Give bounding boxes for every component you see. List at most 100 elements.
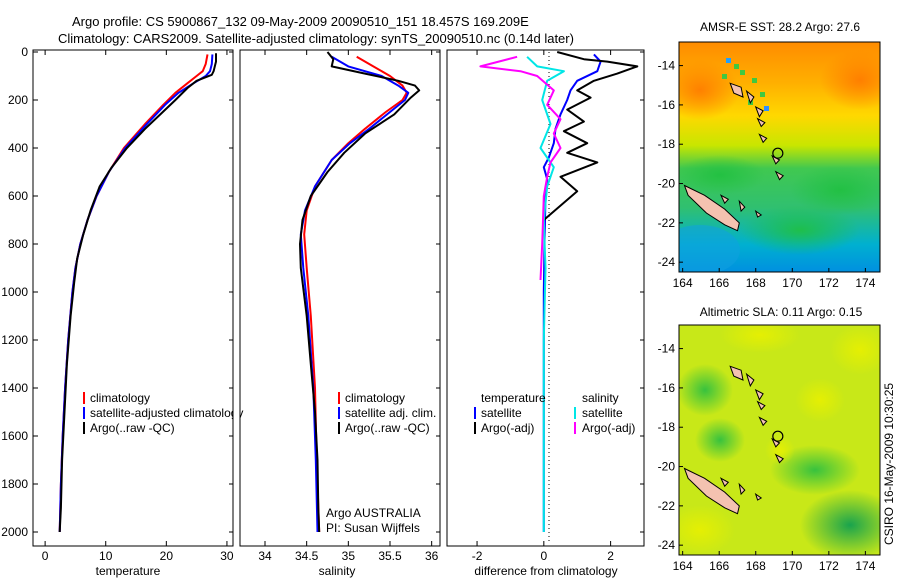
island-shape [754, 209, 763, 218]
legend-sal-head: salinity [582, 391, 619, 405]
series-line-climatology [58, 54, 209, 533]
header-line2: Climatology: CARS2009. Satellite-adjuste… [58, 31, 574, 46]
lon-tick-label: 170 [782, 276, 802, 290]
difference-legend: temperature satellite Argo(-adj) salinit… [474, 391, 635, 435]
y-tick-label: 1200 [1, 333, 28, 347]
lat-tick-label: -22 [658, 499, 676, 513]
lat-tick-label: -24 [658, 538, 676, 552]
argo-float-marker [772, 430, 784, 442]
island-shape [745, 89, 755, 105]
island-shape [758, 416, 768, 427]
x-tick-label: 36 [425, 549, 439, 563]
sla-axes: 164 166 168 170 172 174 -14 -16 -18 -20 -22 -24 [658, 342, 876, 573]
header-line1: Argo profile: CS 5900867_132 09-May-2009… [72, 14, 529, 29]
y-tick-label: 2000 [1, 525, 28, 539]
difference-xlabel: difference from climatology [474, 564, 617, 578]
legend-temp-satellite: satellite [481, 406, 522, 420]
lon-tick-label: 174 [855, 276, 875, 290]
lon-tick-label: 172 [819, 559, 839, 573]
legend-sal-satellite: satellite [582, 406, 623, 420]
x-tick-label: 0 [540, 549, 547, 563]
credit-pi: PI: Susan Wijffels [326, 521, 420, 535]
footer-stamp: CSIRO 16-May-2009 10:30:25 [882, 383, 896, 545]
lon-tick-label: 164 [673, 276, 693, 290]
island-shape [756, 400, 766, 411]
lat-tick-label: -20 [658, 177, 676, 191]
x-axes: 0 10 20 30 34 34.5 35 35.5 36 -2 0 2 [42, 50, 614, 563]
lat-tick-label: -24 [658, 255, 676, 269]
sst-map: 164 166 168 170 172 174 -14 -16 -18 -20 -22 -24 [658, 41, 881, 290]
salinity-series [299, 51, 421, 533]
x-tick-label: -2 [472, 549, 483, 563]
legend-temp-argo: Argo(-adj) [481, 421, 534, 435]
x-tick-label: 35.5 [378, 549, 402, 563]
temperature-panel [32, 49, 234, 547]
y-tick-label: 600 [8, 189, 28, 203]
y-tick-label: 800 [8, 237, 28, 251]
series-line-argo-raw-qc [299, 51, 421, 533]
legend-clip [233, 388, 240, 438]
island-shape [683, 467, 740, 515]
lat-tick-label: -14 [658, 342, 676, 356]
x-tick-label: 2 [607, 549, 614, 563]
salinity-xlabel: salinity [319, 564, 356, 578]
legend-temp-head: temperature [481, 391, 546, 405]
y-tick-label: 0 [21, 45, 28, 59]
x-tick-label: 34.5 [295, 549, 319, 563]
island-shape [774, 170, 785, 181]
x-tick-label: 10 [99, 549, 113, 563]
series-line-temperature-argo-adj [543, 51, 639, 221]
legend-sal-argo: Argo(-adj) [582, 421, 635, 435]
legend-climatology: climatology [345, 391, 405, 405]
sst-map-title: AMSR-E SST: 28.2 Argo: 27.6 [700, 20, 860, 34]
island-shape [758, 133, 768, 144]
series-line-satellite-adjusted-climatology [58, 54, 214, 533]
lon-tick-label: 168 [746, 276, 766, 290]
y-tick-label: 1000 [1, 285, 28, 299]
sla-coastlines [683, 365, 785, 515]
legend-argo: Argo(..raw -QC) [345, 421, 430, 435]
series-line-temperature-satellite [542, 53, 602, 532]
depth-axis: 0 200 400 600 800 1000 1200 1400 1600 1800 2000 [1, 45, 644, 539]
series-line-salinity-satellite [526, 56, 565, 532]
legend-climatology: climatology [90, 391, 150, 405]
legend-satellite-adjusted: satellite-adjusted climatology [90, 406, 243, 420]
series-line-climatology [303, 55, 408, 533]
island-shape [754, 492, 763, 501]
x-tick-label: 30 [220, 549, 234, 563]
island-shape [683, 184, 740, 232]
sst-coastlines [683, 82, 785, 232]
x-tick-label: 35 [342, 549, 356, 563]
x-tick-label: 34 [258, 549, 272, 563]
lon-tick-label: 168 [746, 559, 766, 573]
lon-tick-label: 164 [673, 559, 693, 573]
island-shape [738, 482, 746, 496]
lon-tick-label: 166 [709, 559, 729, 573]
lat-tick-label: -14 [658, 59, 676, 73]
island-shape [774, 453, 785, 464]
lon-tick-label: 166 [709, 276, 729, 290]
temperature-series [58, 53, 217, 533]
y-tick-label: 200 [8, 93, 28, 107]
legend-satellite-adj: satellite adj. clim. [345, 406, 436, 420]
sla-map-title: Altimetric SLA: 0.11 Argo: 0.15 [700, 305, 863, 319]
salinity-panel [239, 49, 441, 547]
x-tick-label: 0 [42, 549, 49, 563]
credit-agency: Argo AUSTRALIA [326, 506, 421, 520]
sla-map: 164 166 168 170 172 174 -14 -16 -18 -20 -22 -24 [658, 324, 881, 573]
lat-tick-label: -16 [658, 98, 676, 112]
series-line-satellite-adj-clim [299, 55, 410, 533]
temperature-legend: climatology satellite-adjusted climatolo… [83, 391, 243, 435]
island-shape [729, 365, 744, 381]
temperature-xlabel: temperature [96, 564, 161, 578]
island-shape [754, 105, 764, 118]
sst-axes: 164 166 168 170 172 174 -14 -16 -18 -20 -22 -24 [658, 59, 876, 290]
argo-float-marker [772, 147, 784, 159]
legend-argo: Argo(..raw -QC) [90, 421, 175, 435]
y-tick-label: 1600 [1, 429, 28, 443]
island-shape [745, 372, 755, 388]
lat-tick-label: -16 [658, 381, 676, 395]
y-tick-label: 1800 [1, 477, 28, 491]
y-tick-label: 400 [8, 141, 28, 155]
